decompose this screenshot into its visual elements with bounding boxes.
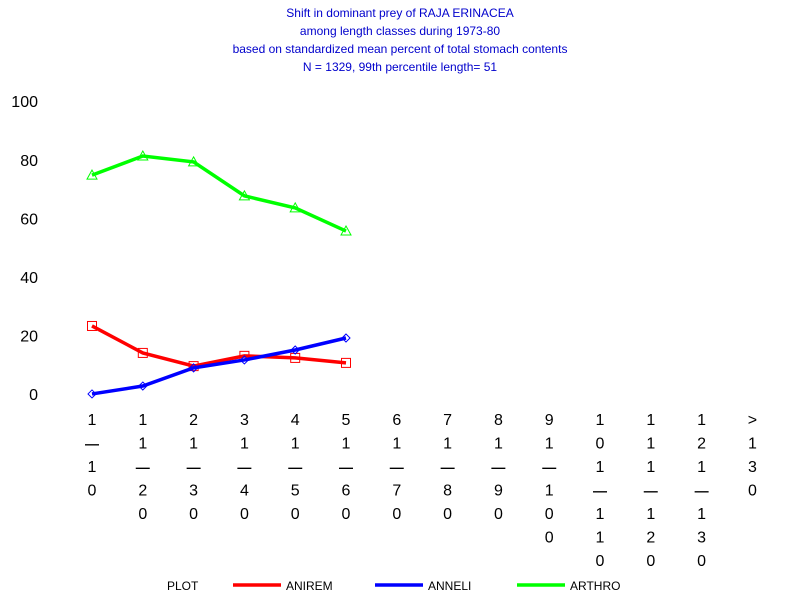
legend-title: PLOT [167, 579, 199, 593]
x-tick-label: 1 1 1—1 2 0 [644, 412, 658, 570]
marker [138, 381, 148, 391]
x-tick-label: 1 2 1—1 3 0 [695, 412, 709, 570]
legend-label: ANIREM [286, 579, 333, 593]
y-tick-label: 60 [20, 211, 38, 228]
x-tick-label: >1 3 0 [748, 412, 757, 500]
y-tick-label: 0 [29, 387, 38, 404]
series-line [91, 324, 347, 368]
marker [341, 357, 351, 368]
x-tick-label: 8 1—9 0 [491, 412, 505, 523]
y-tick-label: 40 [20, 270, 38, 287]
y-tick-label: 100 [11, 94, 38, 111]
marker [290, 345, 300, 355]
marker [137, 347, 148, 358]
x-tick-label: 7 1—8 0 [441, 412, 455, 523]
marker [289, 201, 302, 213]
x-tick-label: 4 1—5 0 [288, 412, 302, 523]
marker [188, 363, 199, 373]
marker [136, 150, 149, 161]
x-tick-label: 6 1—7 0 [390, 412, 404, 523]
legend-label: ANNELI [428, 579, 471, 593]
x-tick-label: 1—1 0 [85, 412, 99, 500]
x-tick-label: 2 1—3 0 [187, 412, 201, 523]
chart-title: N = 1329, 99th percentile length= 51 [303, 60, 497, 74]
marker [187, 155, 200, 167]
x-tick-label: 9 1—1 0 0 [542, 412, 556, 547]
y-tick-label: 80 [20, 153, 38, 170]
marker [340, 225, 352, 236]
series-line [91, 154, 347, 233]
x-tick-label: 5 1—6 0 [339, 412, 353, 523]
marker [238, 189, 251, 201]
legend-label: ARTHRO [570, 579, 620, 593]
x-tick-label: 3 1—4 0 [237, 412, 251, 523]
series-line [91, 336, 347, 396]
y-tick-label: 20 [20, 329, 38, 346]
marker [239, 355, 250, 365]
marker [87, 320, 97, 331]
x-tick-label: 1 1—2 0 [136, 412, 150, 523]
marker [341, 333, 351, 343]
chart-title: based on standardized mean percent of to… [233, 42, 568, 56]
chart-title: Shift in dominant prey of RAJA ERINACEA [286, 6, 513, 20]
marker [87, 389, 97, 399]
marker [86, 169, 98, 180]
x-tick-label: 1 0 1—1 1 0 [593, 412, 607, 570]
chart-title: among length classes during 1973-80 [300, 24, 500, 38]
